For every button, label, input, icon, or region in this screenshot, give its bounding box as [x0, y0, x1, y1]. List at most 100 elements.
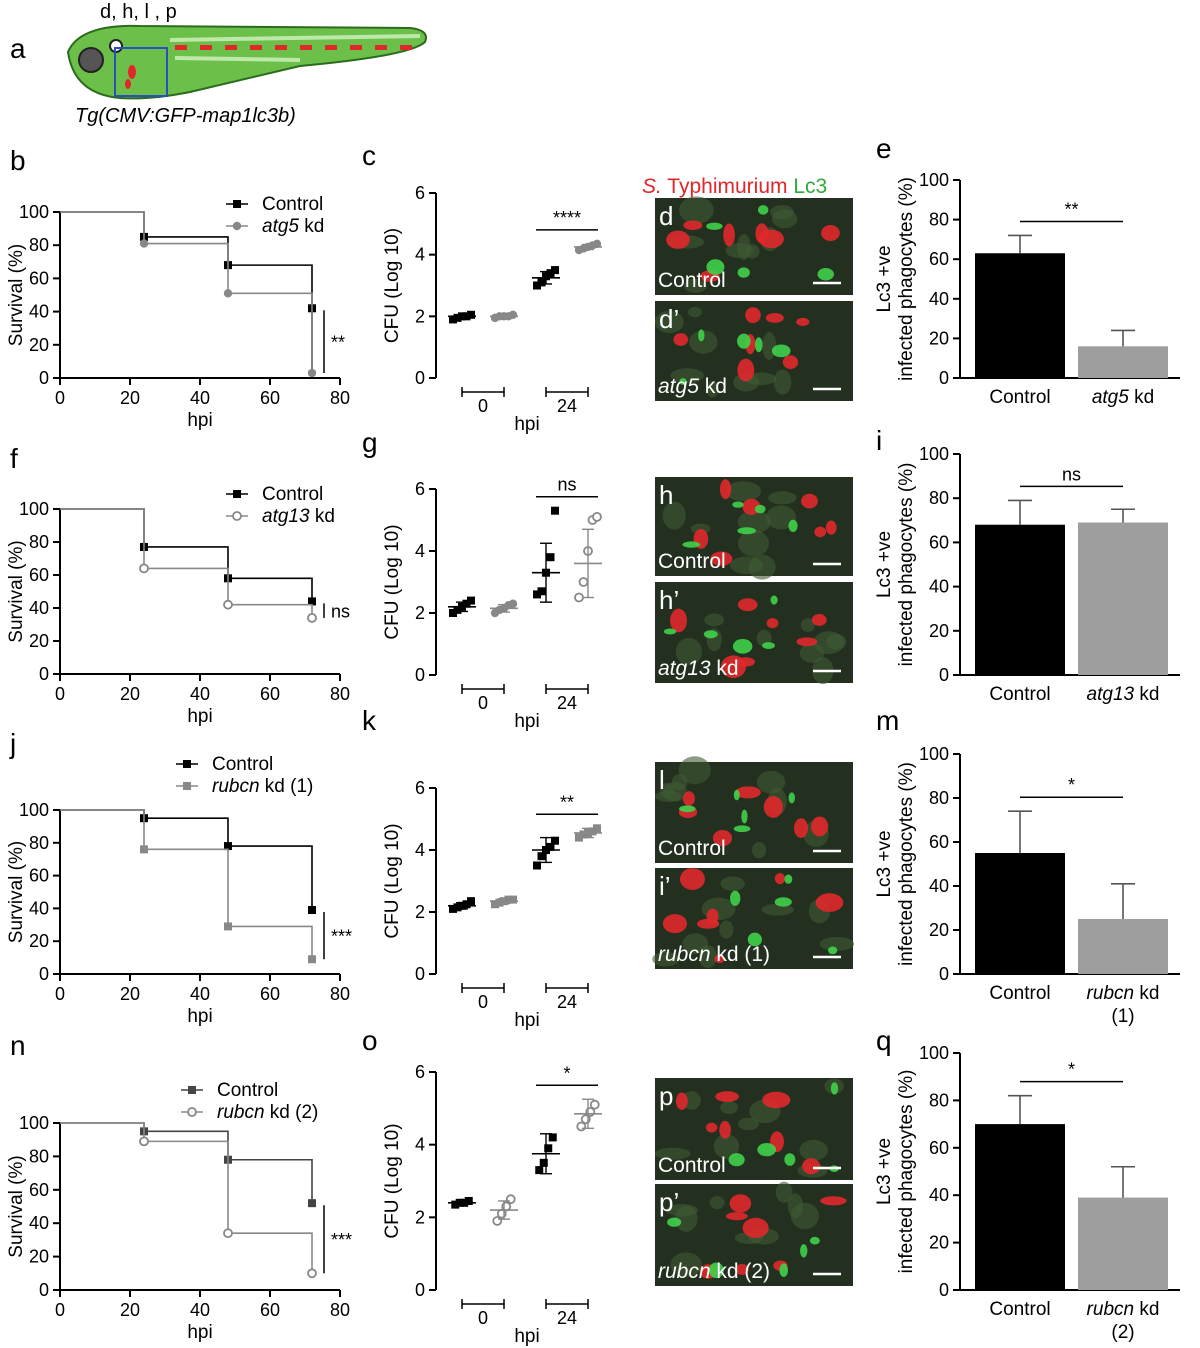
survival-point [140, 845, 148, 854]
cfu-point [467, 596, 475, 605]
survival-point [308, 906, 316, 915]
bacteria-blob [683, 220, 703, 230]
panel-label-c: c [362, 140, 376, 171]
infection-dash [325, 45, 337, 50]
survival-point [224, 842, 232, 851]
imaging-region-box [114, 47, 168, 97]
bacteria-blob [737, 358, 755, 382]
lc3-y-axis-label-bottom: infected phagocytes (%) [896, 1070, 917, 1274]
cfu-k-y-tick-label: 4 [415, 840, 425, 860]
panel-label-m: m [876, 705, 899, 736]
lc3-bar-0 [975, 853, 1065, 974]
bacteria-blob [666, 230, 690, 249]
survival-n-y-tick-label: 80 [29, 1146, 49, 1166]
cfu-point [462, 900, 471, 909]
tissue-blob [675, 1205, 698, 1232]
cfu-point [551, 266, 559, 275]
lc3-bar-0 [975, 1124, 1065, 1290]
lc3-category-label-0-part-0: Control [989, 387, 1050, 408]
bacteria-blob [715, 1091, 739, 1103]
bacteria-blob [719, 1121, 731, 1139]
cfu-point [544, 1144, 553, 1153]
survival-x-axis-label: hpi [187, 410, 212, 431]
survival-f-y-tick-label: 80 [29, 532, 49, 552]
cfu-point [551, 836, 559, 845]
cfu-k-y-tick-label: 6 [415, 778, 425, 798]
legend-entry-0: Control [262, 194, 323, 215]
lc3-m-y-tick-label: 0 [939, 964, 949, 984]
hpi-group-label: 0 [478, 693, 488, 713]
lc3-category-label-1-part-2: kd [1129, 387, 1154, 408]
micrograph-caption-part-1: rubcn [658, 1260, 711, 1283]
micrograph-caption-part-2: kd (2) [711, 1260, 771, 1283]
hpi-group-label: 0 [478, 992, 488, 1012]
cfu-k-y-tick-label: 2 [415, 902, 425, 922]
tissue-blob [713, 1134, 740, 1159]
channel-header: S. Typhimurium Lc3 [642, 175, 827, 198]
lc3-blob [737, 527, 756, 535]
legend-entry-1-part-2: kd (1) [260, 776, 314, 797]
cfu-y-axis-label: CFU (Log 10) [382, 823, 403, 938]
cfu-x-axis-label: hpi [514, 711, 539, 732]
tissue-blob [748, 554, 776, 580]
survival-y-axis-label: Survival (%) [6, 841, 27, 943]
tissue-blob [768, 491, 797, 505]
lc3-blob [737, 333, 751, 349]
micrograph-caption-part-2: kd (1) [711, 943, 771, 966]
legend-entry-1-part-1: atg13 [262, 506, 310, 527]
lc3-q-y-tick-label: 0 [939, 1280, 949, 1300]
panel-label-n: n [10, 1030, 26, 1061]
cfu-point [574, 592, 584, 603]
lc3-q-y-tick-label: 80 [929, 1090, 949, 1110]
significance-label: ** [560, 792, 574, 812]
survival-point [139, 1136, 149, 1147]
lc3-bar-1 [1078, 522, 1168, 675]
lc3-category-label-1: atg5 kd [1092, 387, 1154, 408]
lc3-blob [747, 932, 762, 947]
bacteria-blob [723, 223, 735, 247]
tissue-blob [725, 481, 762, 502]
lc3-y-axis-label-top: Lc3 +ve [874, 245, 895, 312]
cfu-point [588, 827, 597, 836]
channel-header-part-3: Lc3 [793, 175, 827, 198]
lc3-i-y-tick-label: 60 [929, 532, 949, 552]
hpi-group-label: 24 [557, 1308, 577, 1328]
survival-x-tick-label: 80 [330, 684, 350, 704]
significance-label: * [1068, 1060, 1075, 1080]
cfu-point [551, 506, 559, 515]
lc3-i-y-tick-label: 40 [929, 577, 949, 597]
cfu-point [546, 842, 555, 851]
lc3-bar-0 [975, 253, 1065, 378]
lc3-category-label-0-part-0: Control [989, 983, 1050, 1004]
survival-b-y-tick-label: 0 [39, 368, 49, 388]
lc3-category-label-0-part-0: Control [989, 1299, 1050, 1320]
survival-b-y-tick-label: 20 [29, 335, 49, 355]
lc3-blob [817, 268, 834, 281]
survival-point [307, 368, 317, 378]
micrograph-caption-part-1: atg5 [658, 375, 699, 398]
legend-entry-0: Control [212, 754, 273, 775]
legend-marker [187, 1107, 197, 1117]
cfu-point [464, 1196, 473, 1205]
lc3-category-label-1-part-1: rubcn [1087, 983, 1135, 1004]
significance-label: ns [1062, 464, 1081, 484]
micrograph-caption: Control [658, 550, 726, 573]
lc3-blob [757, 205, 769, 215]
bacteria-blob [814, 526, 827, 538]
survival-x-tick-label: 20 [120, 684, 140, 704]
significance-label: ns [331, 602, 350, 622]
survival-x-tick-label: 20 [120, 388, 140, 408]
infection-dash [350, 45, 362, 50]
cfu-point [575, 833, 583, 842]
cfu-g-y-tick-label: 2 [415, 603, 425, 623]
micrograph-label: h’ [659, 585, 679, 615]
cfu-c-y-tick-label: 0 [415, 368, 425, 388]
survival-x-tick-label: 80 [330, 984, 350, 1004]
survival-n-y-tick-label: 0 [39, 1280, 49, 1300]
lc3-blob [754, 504, 766, 514]
cfu-point [449, 609, 457, 617]
survival-x-tick-label: 40 [190, 684, 210, 704]
